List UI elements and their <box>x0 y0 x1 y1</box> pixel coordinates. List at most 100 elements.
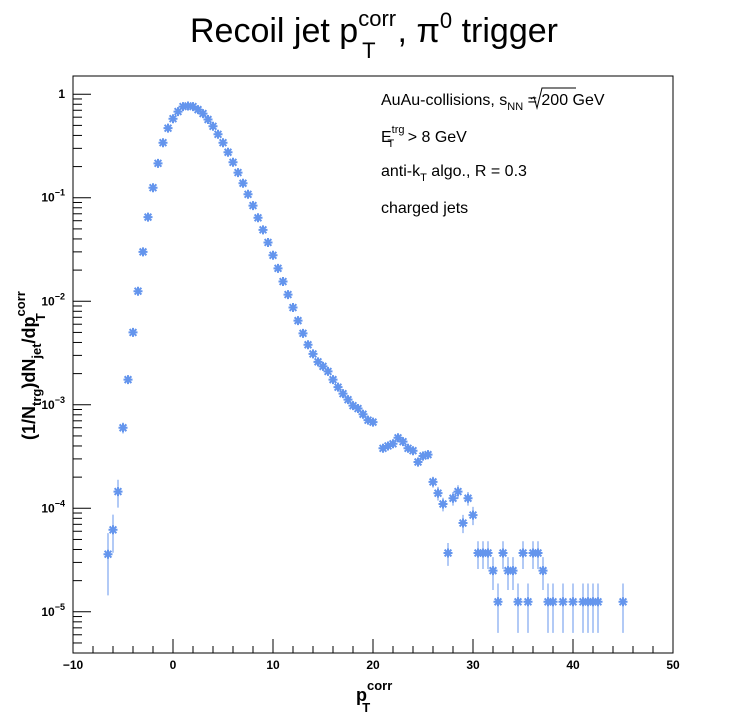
x-tick-label: 20 <box>366 658 380 672</box>
star-marker <box>568 597 578 607</box>
x-tick-label: 10 <box>266 658 280 672</box>
x-tick-labels: −10 0 10 20 30 40 50 <box>63 658 680 672</box>
data-point <box>518 541 528 570</box>
data-point <box>578 583 588 633</box>
data-point <box>218 138 228 148</box>
data-point <box>188 102 198 112</box>
star-marker <box>193 105 203 115</box>
x-tick-label: 50 <box>666 658 680 672</box>
annotation-trigger-energy: Etrg T > 8 GeV <box>381 124 467 150</box>
star-marker <box>163 123 173 133</box>
data-point <box>248 201 258 211</box>
data-point <box>498 541 508 570</box>
star-marker <box>413 457 423 467</box>
data-point <box>273 263 283 273</box>
star-marker <box>178 102 188 112</box>
star-marker <box>138 247 148 257</box>
star-marker <box>153 158 163 168</box>
data-point <box>168 114 178 124</box>
star-marker <box>158 138 168 148</box>
star-marker <box>323 366 333 376</box>
data-point <box>228 157 238 167</box>
star-marker <box>458 518 468 528</box>
data-point <box>363 415 373 425</box>
star-marker <box>538 566 548 576</box>
data-point <box>588 583 598 633</box>
plot-frame <box>72 75 674 654</box>
axis-ticks <box>72 93 674 654</box>
star-marker <box>393 433 403 443</box>
star-marker <box>368 417 378 427</box>
star-marker <box>453 487 463 497</box>
data-point <box>468 506 478 526</box>
star-marker <box>583 597 593 607</box>
data-point <box>493 583 503 633</box>
data-point <box>138 247 148 257</box>
data-point <box>558 583 568 633</box>
data-point <box>423 450 433 460</box>
star-marker <box>558 597 568 607</box>
data-point <box>378 443 388 453</box>
star-marker <box>618 597 628 607</box>
y-tick-label: 10−1 <box>41 188 65 205</box>
star-marker <box>343 395 353 405</box>
data-point <box>288 303 298 313</box>
data-point <box>488 557 498 590</box>
star-marker <box>363 415 373 425</box>
star-marker <box>443 548 453 558</box>
star-marker <box>468 510 478 520</box>
data-point <box>283 290 293 300</box>
star-marker <box>103 549 113 559</box>
data-point <box>133 286 143 296</box>
star-marker <box>378 443 388 453</box>
star-marker <box>168 114 178 124</box>
star-marker <box>548 597 558 607</box>
data-point <box>213 129 223 139</box>
data-point <box>478 541 488 570</box>
data-point <box>593 583 603 633</box>
star-marker <box>218 138 228 148</box>
data-point <box>413 457 423 467</box>
x-tick-label: 40 <box>566 658 580 672</box>
data-point <box>408 446 418 456</box>
data-point <box>268 250 278 260</box>
data-point <box>543 583 553 633</box>
star-marker <box>533 548 543 558</box>
star-marker <box>428 477 438 487</box>
star-marker <box>253 213 263 223</box>
sqrt-sign <box>530 87 576 110</box>
data-point <box>388 439 398 449</box>
y-tick-label: 10−5 <box>41 602 65 619</box>
star-marker <box>248 201 258 211</box>
star-marker <box>388 439 398 449</box>
data-point <box>368 417 378 427</box>
star-marker <box>308 349 318 359</box>
star-marker <box>293 316 303 326</box>
star-marker <box>588 597 598 607</box>
data-point <box>233 168 243 178</box>
star-marker <box>528 548 538 558</box>
star-marker <box>448 493 458 503</box>
star-marker <box>283 290 293 300</box>
data-point <box>393 433 403 443</box>
data-point <box>428 476 438 488</box>
star-marker <box>173 107 183 117</box>
data-point <box>453 485 463 499</box>
star-marker <box>348 401 358 411</box>
data-point <box>278 277 288 287</box>
data-point <box>353 404 363 414</box>
data-point <box>568 583 578 633</box>
x-tick-label: −10 <box>63 658 84 672</box>
data-point <box>328 375 338 385</box>
data-point <box>158 138 168 148</box>
star-marker <box>488 566 498 576</box>
data-point <box>523 583 533 633</box>
star-marker <box>238 178 248 188</box>
star-marker <box>228 157 238 167</box>
star-marker <box>338 389 348 399</box>
y-tick-label: 10−3 <box>41 395 65 412</box>
data-point <box>538 557 548 590</box>
data-point <box>118 422 128 434</box>
star-marker <box>508 566 518 576</box>
